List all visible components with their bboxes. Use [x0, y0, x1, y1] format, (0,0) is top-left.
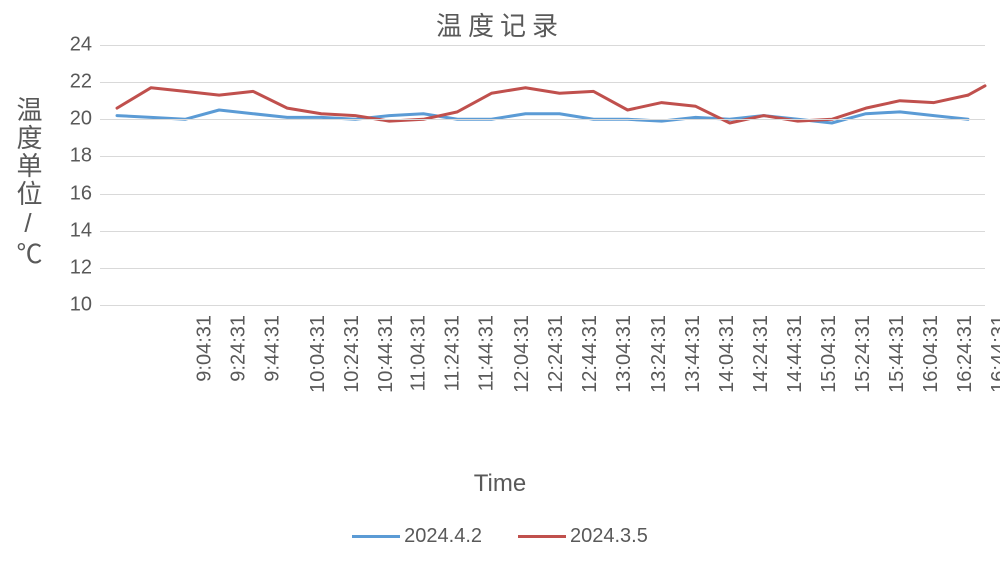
plot-area: 1012141618202224 — [100, 45, 985, 305]
gridline — [100, 194, 985, 195]
x-tick-label: 9:04:31 — [194, 315, 217, 382]
legend-item: 2024.3.5 — [518, 525, 648, 548]
temperature-chart: 温度记录 温度单位/℃ 1012141618202224 9:04:319:24… — [0, 0, 1000, 569]
y-tick-label: 20 — [70, 108, 92, 131]
y-tick-label: 16 — [70, 182, 92, 205]
x-tick-label: 13:04:31 — [613, 315, 636, 393]
gridline — [100, 82, 985, 83]
y-tick-label: 12 — [70, 256, 92, 279]
x-tick-label: 14:04:31 — [715, 315, 738, 393]
x-axis-labels: 9:04:31 9:24:31 9:44:31 10:04:31 10:24:31 10:… — [100, 315, 985, 465]
x-tick-label: 15:24:31 — [852, 315, 875, 393]
legend-label: 2024.4.2 — [404, 525, 482, 548]
series-lines — [100, 45, 985, 305]
gridline — [100, 305, 985, 306]
y-tick-label: 24 — [70, 34, 92, 57]
gridline — [100, 268, 985, 269]
x-tick-label: 9:24:31 — [228, 315, 251, 382]
y-tick-label: 14 — [70, 219, 92, 242]
gridline — [100, 45, 985, 46]
x-tick-label: 10:04:31 — [307, 315, 330, 393]
x-tick-label: 12:24:31 — [545, 315, 568, 393]
x-tick-label: 12:04:31 — [511, 315, 534, 393]
x-tick-label: 14:44:31 — [784, 315, 807, 393]
x-tick-label: 13:44:31 — [681, 315, 704, 393]
series-line — [117, 88, 968, 123]
y-axis-title: 温度单位/℃ — [10, 45, 47, 319]
y-tick-label: 18 — [70, 145, 92, 168]
y-tick-label: 22 — [70, 71, 92, 94]
series-line — [968, 86, 985, 95]
legend-swatch — [352, 535, 400, 538]
legend-item: 2024.4.2 — [352, 525, 482, 548]
x-tick-label: 10:44:31 — [375, 315, 398, 393]
gridline — [100, 231, 985, 232]
x-tick-label: 16:24:31 — [954, 315, 977, 393]
x-tick-label: 13:24:31 — [647, 315, 670, 393]
legend: 2024.4.2 2024.3.5 — [0, 525, 1000, 548]
x-axis-title: Time — [0, 470, 1000, 498]
x-tick-label: 12:44:31 — [579, 315, 602, 393]
gridline — [100, 119, 985, 120]
x-tick-label: 11:24:31 — [442, 315, 465, 391]
legend-swatch — [518, 535, 566, 538]
x-tick-label: 16:04:31 — [920, 315, 943, 393]
x-tick-label: 11:04:31 — [408, 315, 431, 391]
x-tick-label: 14:24:31 — [749, 315, 772, 393]
x-tick-label: 11:44:31 — [476, 315, 499, 391]
x-tick-label: 15:44:31 — [886, 315, 909, 393]
gridline — [100, 156, 985, 157]
x-tick-label: 15:04:31 — [818, 315, 841, 393]
y-tick-label: 10 — [70, 294, 92, 317]
x-tick-label: 9:44:31 — [262, 315, 285, 382]
legend-label: 2024.3.5 — [570, 525, 648, 548]
chart-title: 温度记录 — [0, 6, 1000, 43]
x-tick-label: 16:44:31 — [988, 315, 1000, 393]
x-tick-label: 10:24:31 — [341, 315, 364, 393]
